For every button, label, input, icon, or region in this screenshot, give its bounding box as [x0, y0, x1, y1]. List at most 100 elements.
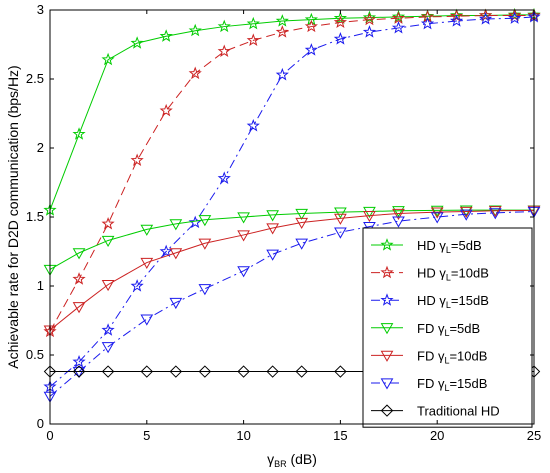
data-point	[266, 365, 279, 378]
legend-swatch-marker	[380, 378, 394, 390]
data-point	[188, 66, 202, 80]
legend-swatch-marker	[380, 350, 394, 362]
data-point	[101, 52, 115, 66]
legend-label: FD γL=5dB	[417, 321, 480, 338]
data-point	[295, 365, 308, 378]
data-point	[140, 365, 154, 378]
y-tick-label: 2	[37, 140, 44, 155]
data-point	[392, 206, 405, 218]
data-point	[246, 33, 260, 46]
axis-ticks: 0 5 10 15 20 25 0 0.5 1 1.5 2 2.5 3	[26, 2, 541, 443]
data-point	[459, 206, 473, 218]
data-point	[130, 279, 144, 292]
legend-item: FD γL=15dB	[371, 376, 487, 393]
data-point	[198, 238, 212, 250]
data-point	[246, 16, 260, 30]
data-point	[391, 11, 406, 24]
data-point	[72, 127, 86, 140]
data-point	[295, 217, 309, 230]
data-point	[488, 206, 502, 218]
data-point	[333, 11, 347, 24]
data-point	[295, 208, 309, 221]
data-point	[479, 12, 493, 25]
data-point	[449, 9, 464, 22]
data-point	[479, 8, 493, 22]
data-point	[449, 8, 464, 22]
data-point	[72, 248, 86, 260]
data-point	[140, 314, 154, 326]
data-point	[334, 227, 347, 239]
data-point	[266, 223, 280, 235]
data-point	[275, 14, 289, 27]
legend-item: HD γL=10dB	[371, 266, 489, 283]
data-point	[508, 11, 522, 24]
data-point	[237, 266, 250, 278]
data-point	[217, 44, 231, 58]
data-point	[266, 210, 280, 222]
data-point	[459, 205, 473, 217]
data-point	[508, 7, 522, 21]
data-point	[169, 248, 183, 260]
data-point	[334, 207, 347, 219]
series-line	[49, 15, 534, 332]
series-line	[49, 210, 535, 397]
data-point	[72, 272, 86, 285]
series-line	[49, 209, 534, 270]
data-point	[430, 205, 444, 217]
legend-label: HD γL=15dB	[417, 293, 489, 310]
data-point	[198, 365, 212, 378]
data-point	[333, 15, 347, 29]
data-point	[237, 212, 250, 224]
data-point	[101, 216, 115, 230]
data-point	[237, 365, 250, 378]
legend-label: FD γL=15dB	[417, 376, 487, 393]
y-tick-label: 2.5	[26, 71, 44, 86]
data-point	[198, 284, 212, 296]
data-point	[101, 235, 115, 247]
data-point	[169, 297, 183, 310]
data-point	[508, 8, 522, 22]
x-tick-label: 5	[143, 428, 150, 443]
data-point	[130, 36, 144, 49]
data-point	[430, 212, 444, 224]
x-tick-label: 25	[527, 428, 541, 443]
data-point	[72, 366, 86, 379]
data-point	[488, 208, 502, 220]
x-tick-label: 0	[46, 428, 53, 443]
y-tick-label: 1.5	[26, 209, 44, 224]
legend-item: HD γL=5dB	[371, 238, 482, 255]
x-tick-label: 20	[430, 428, 444, 443]
x-axis-label: γBR (dB)	[267, 451, 317, 469]
y-axis-label: Achievable rate for D2D communication (b…	[5, 65, 21, 368]
data-point	[392, 216, 405, 228]
series-line	[49, 16, 535, 388]
data-point	[72, 302, 86, 314]
legend-swatch-marker	[380, 265, 394, 279]
data-point	[130, 153, 144, 167]
legend-item: FD γL=10dB	[371, 348, 487, 365]
data-point	[362, 25, 377, 38]
series-line	[49, 14, 534, 211]
y-tick-label: 3	[37, 2, 44, 17]
data-point	[198, 215, 212, 227]
data-point	[392, 208, 405, 221]
legend-label: Traditional HD	[417, 404, 500, 419]
legend-swatch-marker	[380, 323, 394, 335]
data-point	[72, 354, 86, 368]
data-point	[101, 365, 115, 378]
data-point	[188, 23, 202, 37]
legend-swatch-marker	[380, 404, 394, 417]
data-point	[333, 32, 347, 45]
data-point	[140, 257, 154, 270]
data-point	[420, 16, 435, 30]
y-tick-label: 0.5	[26, 347, 44, 362]
data-point	[101, 342, 115, 354]
legend-item: Traditional HD	[371, 404, 500, 419]
data-point	[217, 171, 231, 184]
data-point	[246, 118, 260, 132]
data-point	[304, 19, 318, 33]
legend-swatch-marker	[380, 238, 394, 251]
data-point	[275, 25, 289, 38]
data-point	[217, 19, 231, 33]
legend-swatch-marker	[380, 293, 394, 306]
